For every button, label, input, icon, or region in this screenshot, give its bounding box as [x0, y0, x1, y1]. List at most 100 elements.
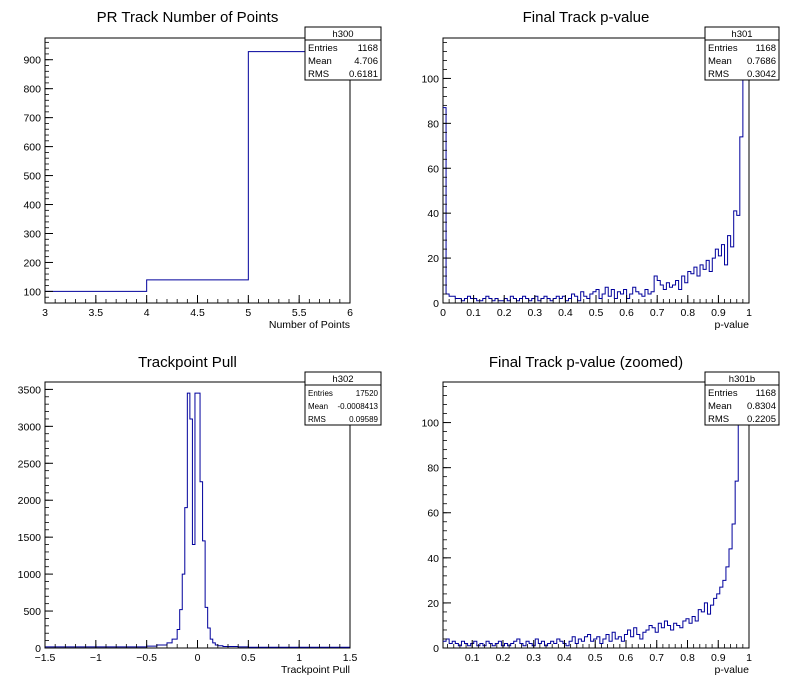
- x-tick-label: 0.6: [619, 307, 634, 319]
- y-tick-label: 100: [23, 286, 41, 298]
- x-tick-label: 0.9: [711, 652, 726, 664]
- x-tick-label: 0.7: [650, 307, 665, 319]
- y-tick-label: 0: [35, 643, 41, 655]
- stats-row-value: 1168: [756, 388, 776, 399]
- y-tick-label: 300: [23, 228, 41, 240]
- x-axis-label: Number of Points: [269, 319, 350, 331]
- x-axis-label: p-value: [715, 319, 750, 331]
- x-tick-label: 1: [746, 307, 752, 319]
- stats-row-label: Entries: [308, 389, 333, 398]
- y-tick-label: 400: [23, 200, 41, 212]
- histogram-line: [45, 51, 350, 292]
- y-tick-label: 2500: [18, 458, 42, 470]
- y-tick-label: 20: [427, 253, 439, 265]
- x-tick-label: 5: [245, 307, 251, 319]
- y-tick-label: 80: [427, 118, 439, 130]
- stats-box-name: h301b: [729, 374, 755, 385]
- x-tick-label: −0.5: [136, 652, 157, 664]
- y-tick-label: 500: [23, 606, 41, 618]
- chart-title: Trackpoint Pull: [138, 354, 237, 371]
- stats-row-value: 0.6181: [349, 69, 378, 80]
- stats-box-name: h302: [332, 374, 353, 385]
- stats-box: h302 Entries 17520 Mean -0.0008413 RMS 0.09589: [304, 371, 382, 426]
- stats-row-label: Mean: [708, 401, 732, 412]
- x-tick-label: 6: [347, 307, 353, 319]
- stats-row-value: 1168: [358, 43, 378, 54]
- chart-title: Final Track p-value: [523, 9, 650, 26]
- histogram-line: [443, 381, 749, 647]
- stats-row-value: 4.706: [354, 56, 378, 67]
- plot-frame: [442, 381, 750, 649]
- x-tick-label: 0.2: [496, 652, 511, 664]
- chart-title: Final Track p-value (zoomed): [489, 354, 683, 371]
- y-tick-label: 1500: [18, 532, 42, 544]
- x-tick-label: 0.3: [527, 307, 542, 319]
- stats-row-label: RMS: [308, 415, 326, 424]
- y-tick-label: 3500: [18, 384, 42, 396]
- y-tick-label: 60: [427, 163, 439, 175]
- x-tick-label: −1: [90, 652, 102, 664]
- y-tick-label: 2000: [18, 495, 42, 507]
- x-tick-label: 0.9: [711, 307, 726, 319]
- y-tick-label: 700: [23, 113, 41, 125]
- x-tick-label: 0.2: [497, 307, 512, 319]
- chart-title: PR Track Number of Points: [97, 9, 279, 26]
- stats-row-value: 0.09589: [349, 415, 378, 424]
- stats-row-value: 0.7686: [747, 56, 776, 67]
- stats-row-label: Entries: [308, 43, 338, 54]
- y-tick-label: 3000: [18, 421, 42, 433]
- histogram-panel-2: 0 20 40 60 80 100 0 0.1 0.2 0.3 0.4 0.5 0.6 0.7 0.8 0.9…: [421, 9, 780, 331]
- y-tick-label: 0: [433, 643, 439, 655]
- stats-row-label: RMS: [708, 414, 729, 425]
- stats-row-label: Entries: [708, 388, 738, 399]
- stats-row-value: 17520: [356, 389, 379, 398]
- x-axis-label: Trackpoint Pull: [281, 664, 350, 676]
- y-tick-label: 200: [23, 257, 41, 269]
- stats-row-value: 0.2205: [747, 414, 776, 425]
- x-tick-label: 0.8: [680, 307, 695, 319]
- stats-box: h301 Entries 1168 Mean 0.7686 RMS 0.3042: [704, 26, 780, 81]
- histogram-panel-3: 0 500 1000 1500 2000 2500 3000 3500 −1.5 −1 −0.5 0 0…: [18, 354, 382, 676]
- y-tick-label: 500: [23, 171, 41, 183]
- x-tick-label: 0.4: [558, 307, 573, 319]
- x-tick-label: 0: [440, 307, 446, 319]
- x-tick-label: 1.5: [343, 652, 358, 664]
- x-tick-label: 5.5: [292, 307, 307, 319]
- x-tick-label: 0.8: [680, 652, 695, 664]
- y-tick-label: 40: [427, 208, 439, 220]
- x-tick-label: 0: [195, 652, 201, 664]
- stats-row-label: RMS: [308, 69, 329, 80]
- y-tick-label: 600: [23, 142, 41, 154]
- stats-row-label: Entries: [708, 43, 738, 54]
- x-tick-label: 1: [746, 652, 752, 664]
- stats-row-value: 1168: [756, 43, 776, 54]
- stats-row-label: Mean: [708, 56, 732, 67]
- stats-row-label: Mean: [308, 402, 328, 411]
- x-tick-label: 4: [144, 307, 150, 319]
- stats-box: h301b Entries 1168 Mean 0.8304 RMS 0.2205: [704, 371, 780, 426]
- y-tick-label: 1000: [18, 569, 42, 581]
- y-tick-label: 40: [427, 553, 439, 565]
- x-tick-label: 0.5: [241, 652, 256, 664]
- x-tick-label: 0.5: [589, 307, 604, 319]
- y-tick-label: 60: [427, 508, 439, 520]
- y-tick-label: 800: [23, 84, 41, 96]
- histogram-line: [443, 37, 749, 302]
- stats-row-label: RMS: [708, 69, 729, 80]
- stats-box-name: h300: [332, 29, 353, 40]
- x-tick-label: 0.1: [465, 652, 480, 664]
- histogram-panel-4: 0 20 40 60 80 100 0.1 0.2 0.3 0.4 0.5 0.6 0.7 0.8 0.9 1…: [421, 354, 780, 676]
- x-tick-label: 0.7: [649, 652, 664, 664]
- x-tick-label: −1.5: [35, 652, 56, 664]
- stats-row-value: 0.3042: [747, 69, 776, 80]
- x-tick-label: 0.5: [588, 652, 603, 664]
- stats-row-value: -0.0008413: [338, 402, 379, 411]
- y-tick-label: 0: [433, 298, 439, 310]
- y-tick-label: 900: [23, 55, 41, 67]
- x-axis-label: p-value: [715, 664, 750, 676]
- x-tick-label: 3: [42, 307, 48, 319]
- y-tick-label: 100: [421, 73, 439, 85]
- stats-row-value: 0.8304: [747, 401, 776, 412]
- stats-box-name: h301: [731, 29, 752, 40]
- x-tick-label: 0.4: [557, 652, 572, 664]
